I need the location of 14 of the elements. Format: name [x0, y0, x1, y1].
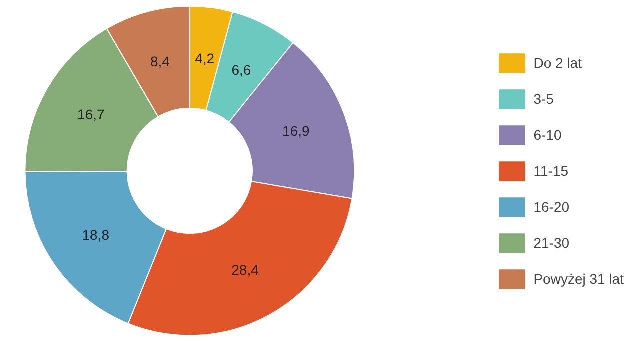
data-label: 28,4 — [232, 262, 260, 278]
data-label: 8,4 — [150, 53, 170, 70]
legend-label: 6-10 — [534, 126, 562, 142]
data-label: 16,7 — [78, 106, 106, 123]
legend-label: 16-20 — [534, 198, 570, 214]
legend-label: Do 2 lat — [534, 54, 582, 70]
legend-label: 3-5 — [534, 90, 554, 106]
legend-label: 21-30 — [534, 234, 570, 250]
data-label: 4,2 — [195, 50, 215, 66]
legend-label: 11-15 — [534, 162, 568, 178]
data-label: 18,8 — [82, 226, 110, 243]
data-label: 6,6 — [232, 62, 252, 78]
data-label: 16,9 — [282, 122, 310, 139]
legend-label: Powyżej 31 lat — [534, 270, 624, 286]
